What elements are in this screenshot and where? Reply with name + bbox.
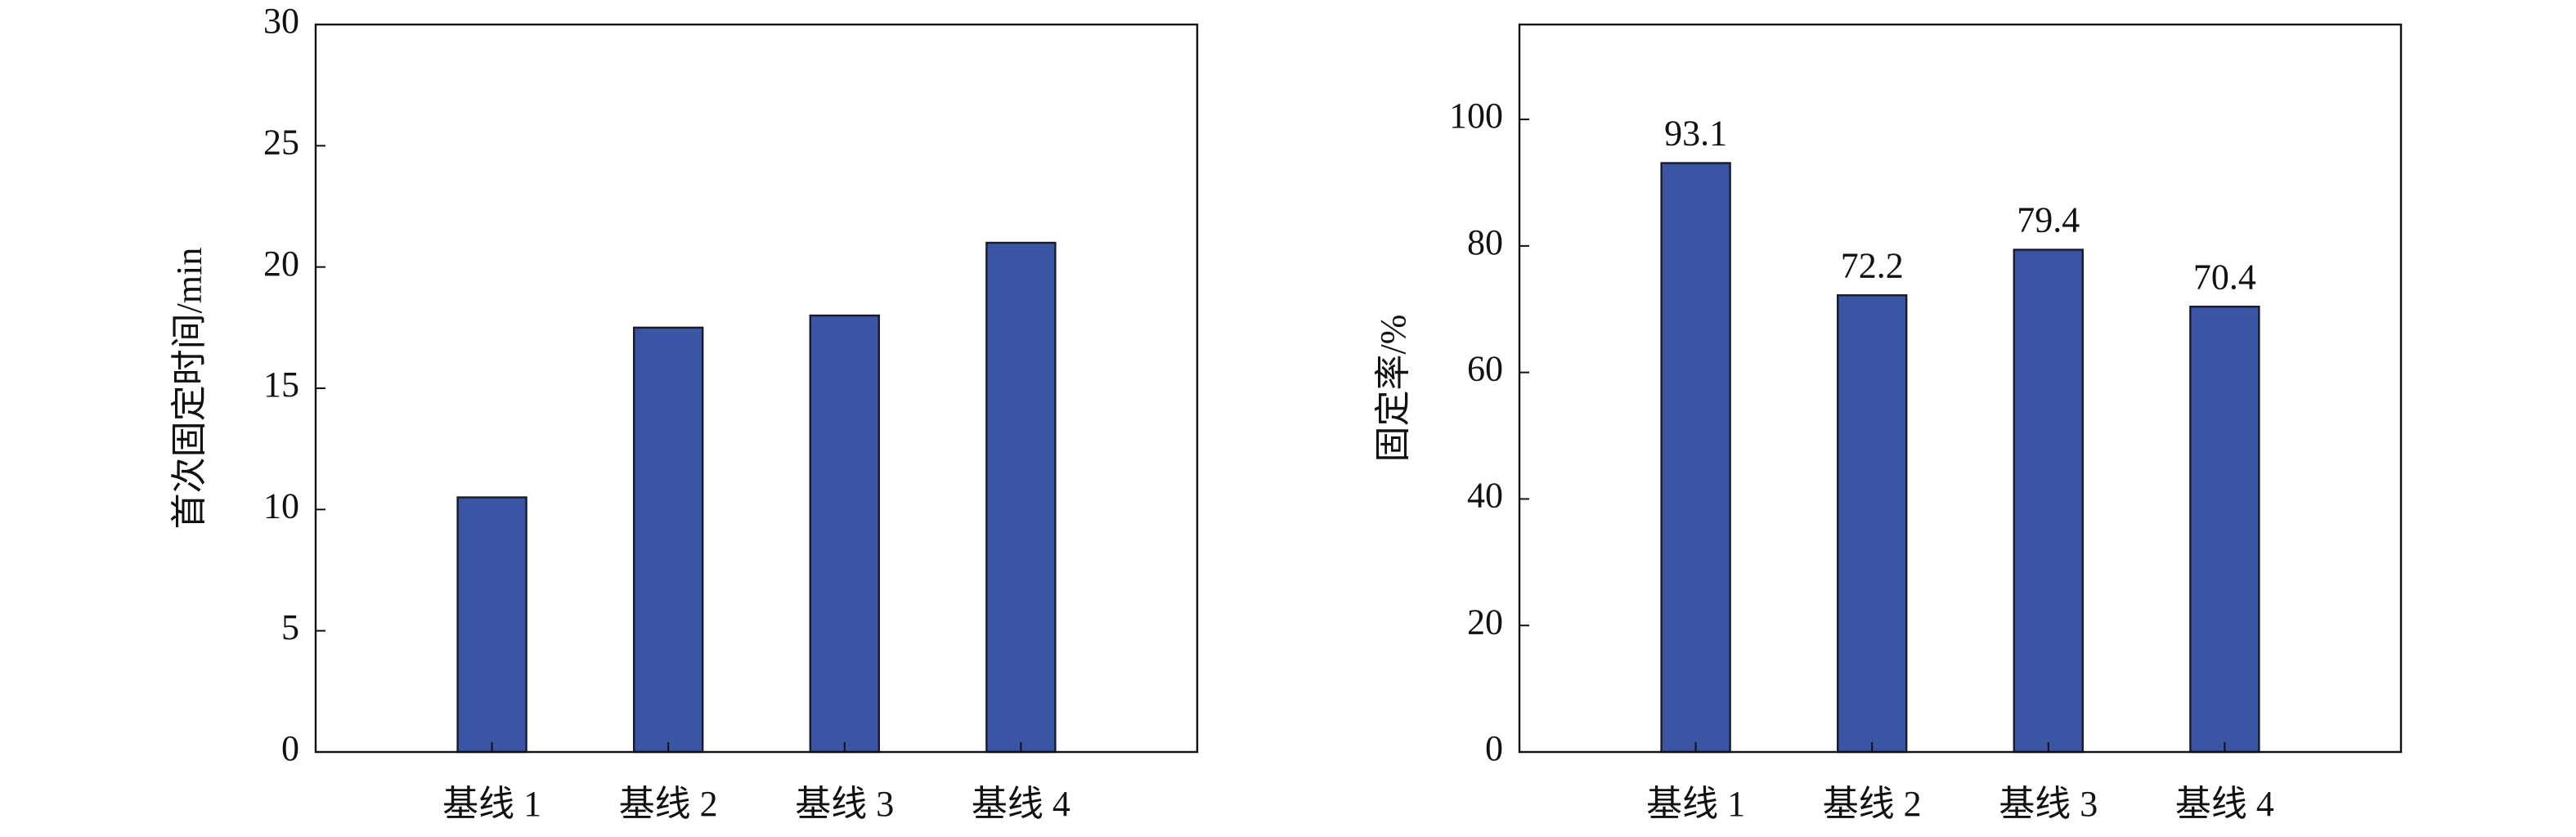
y-tick-label: 40 [1467,476,1503,516]
value-label: 72.2 [1841,245,1904,285]
x-tick-label: 基线 3 [795,784,894,824]
y-tick-label: 15 [263,365,299,405]
y-tick-label: 100 [1449,96,1503,136]
y-tick-label: 0 [1485,728,1503,768]
plot-frame [1518,23,2403,754]
y-tick-label: 5 [281,607,299,647]
bar [1660,162,1731,754]
value-label: 93.1 [1664,114,1727,154]
y-tick-label: 60 [1467,349,1503,389]
x-tick-label: 基线 1 [442,784,541,824]
y-axis-label: 首次固定时间/min [169,248,209,530]
y-tick-label: 0 [281,728,299,768]
x-tick-label: 基线 4 [972,784,1070,824]
plot-frame [314,23,1199,754]
value-label: 70.4 [2193,257,2256,297]
bar [633,326,704,754]
y-tick-label: 10 [263,486,299,526]
y-tick-label: 80 [1467,222,1503,262]
y-tick-label: 25 [263,122,299,162]
bar [456,496,527,754]
x-tick-label: 基线 4 [2175,784,2274,824]
y-tick-label: 30 [263,1,299,41]
y-tick-label: 20 [1467,602,1503,642]
value-label: 79.4 [2017,200,2080,240]
bar [809,314,880,754]
x-tick-label: 基线 3 [1999,784,2098,824]
x-tick-label: 基线 1 [1646,784,1745,824]
y-tick-label: 20 [263,244,299,284]
bar [1836,294,1908,754]
x-tick-label: 基线 2 [1823,784,1922,824]
bar [2189,305,2260,754]
y-axis-label: 固定率/% [1373,315,1413,463]
bar [985,241,1057,754]
bar [2013,248,2085,754]
x-tick-label: 基线 2 [619,784,718,824]
